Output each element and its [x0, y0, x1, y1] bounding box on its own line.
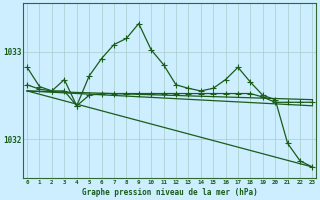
- X-axis label: Graphe pression niveau de la mer (hPa): Graphe pression niveau de la mer (hPa): [82, 188, 258, 197]
